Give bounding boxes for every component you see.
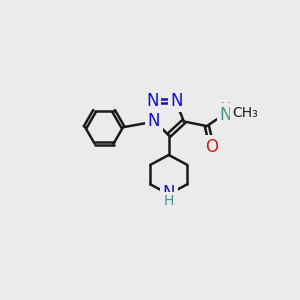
Text: O: O [205, 138, 218, 156]
Text: H: H [220, 100, 230, 115]
Text: N: N [146, 92, 159, 110]
Text: N: N [219, 106, 232, 124]
Text: N: N [163, 184, 175, 202]
Text: CH₃: CH₃ [232, 106, 258, 120]
Text: H: H [164, 194, 174, 208]
Text: N: N [171, 92, 183, 110]
Text: N: N [148, 112, 160, 130]
